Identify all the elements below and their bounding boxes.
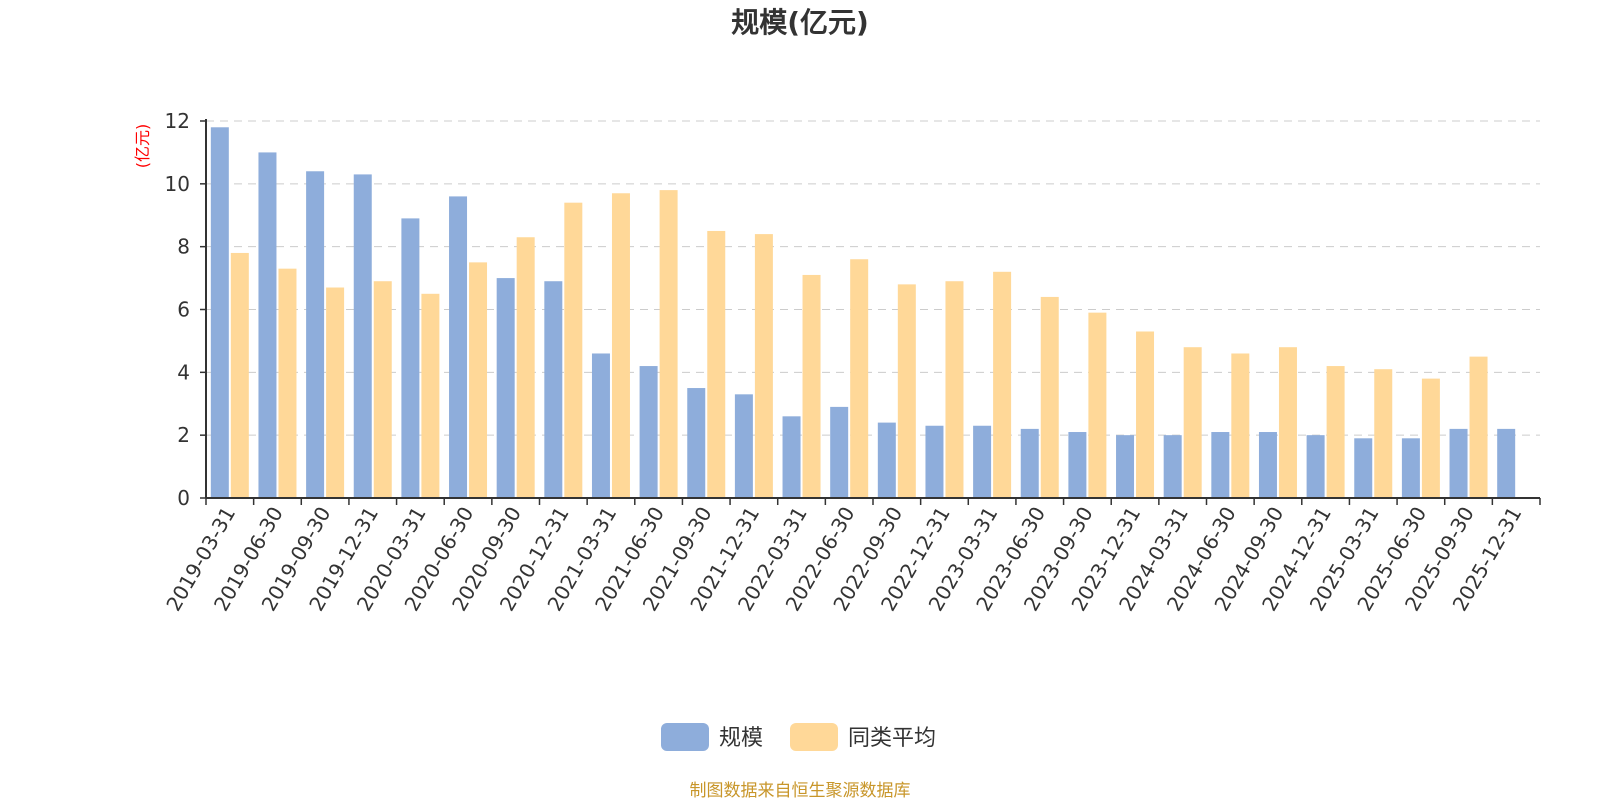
bar-peer-average[interactable]	[897, 284, 916, 498]
bar-scale[interactable]	[734, 394, 753, 498]
bar-peer-average[interactable]	[230, 252, 249, 498]
bar-scale[interactable]	[401, 218, 420, 498]
y-tick-label: 0	[177, 486, 190, 510]
bar-scale[interactable]	[591, 353, 610, 498]
bar-peer-average[interactable]	[945, 281, 964, 498]
bar-peer-average[interactable]	[1421, 378, 1440, 498]
bar-scale[interactable]	[877, 422, 896, 498]
bar-peer-average[interactable]	[1088, 312, 1107, 498]
bar-scale[interactable]	[973, 425, 992, 498]
bar-scale[interactable]	[353, 174, 372, 499]
bar-peer-average[interactable]	[659, 190, 678, 498]
legend-swatch-peer-average[interactable]	[790, 723, 838, 751]
legend: 规模 同类平均	[661, 723, 936, 751]
bar-scale[interactable]	[830, 406, 849, 498]
y-tick-label: 12	[165, 109, 190, 133]
bar-peer-average[interactable]	[1469, 356, 1488, 498]
bar-peer-average[interactable]	[754, 234, 773, 498]
bar-scale[interactable]	[782, 416, 801, 498]
bar-peer-average[interactable]	[1231, 353, 1250, 498]
bar-peer-average[interactable]	[802, 274, 821, 498]
bar-peer-average[interactable]	[278, 268, 297, 498]
bar-scale[interactable]	[925, 425, 944, 498]
bar-scale[interactable]	[1401, 438, 1420, 498]
bar-peer-average[interactable]	[1183, 347, 1202, 498]
bar-scale[interactable]	[1449, 428, 1468, 498]
bar-peer-average[interactable]	[1278, 347, 1297, 498]
bar-scale[interactable]	[1258, 432, 1277, 498]
bar-peer-average[interactable]	[850, 259, 869, 498]
legend-swatch-scale[interactable]	[661, 723, 709, 751]
bar-peer-average[interactable]	[611, 193, 630, 498]
y-tick-label: 2	[177, 423, 190, 447]
bar-scale[interactable]	[1068, 432, 1087, 498]
y-tick-label: 4	[177, 360, 190, 384]
bar-peer-average[interactable]	[469, 262, 488, 498]
bar-scale[interactable]	[1116, 435, 1135, 498]
bars-layer	[210, 127, 1516, 499]
bar-peer-average[interactable]	[421, 293, 440, 498]
bar-scale[interactable]	[1163, 435, 1182, 498]
bar-scale[interactable]	[687, 388, 706, 498]
bar-peer-average[interactable]	[516, 237, 535, 498]
bar-scale[interactable]	[496, 278, 515, 498]
legend-label-peer-average[interactable]: 同类平均	[848, 726, 936, 751]
bar-peer-average[interactable]	[707, 230, 726, 499]
bar-peer-average[interactable]	[564, 202, 583, 498]
y-tick-label: 8	[177, 235, 190, 259]
bar-peer-average[interactable]	[373, 281, 392, 498]
bar-peer-average[interactable]	[1136, 331, 1155, 498]
bar-scale[interactable]	[258, 152, 277, 498]
y-tick-label: 6	[177, 298, 190, 322]
data-source-note: 制图数据来自恒生聚源数据库	[690, 781, 911, 800]
bar-scale[interactable]	[306, 171, 325, 498]
bar-scale[interactable]	[210, 127, 229, 499]
y-axis-unit-label: (亿元)	[133, 124, 152, 169]
bar-scale[interactable]	[544, 281, 563, 498]
bar-scale[interactable]	[1211, 432, 1230, 498]
bar-scale[interactable]	[1354, 438, 1373, 498]
legend-label-scale[interactable]: 规模	[719, 726, 763, 751]
bar-scale[interactable]	[449, 196, 468, 498]
bar-peer-average[interactable]	[1326, 366, 1345, 498]
bar-scale[interactable]	[1020, 428, 1039, 498]
bar-peer-average[interactable]	[1374, 369, 1393, 498]
bar-peer-average[interactable]	[993, 271, 1012, 498]
y-tick-label: 10	[165, 172, 190, 196]
bar-scale[interactable]	[1306, 435, 1325, 498]
bar-peer-average[interactable]	[326, 287, 345, 498]
bar-scale[interactable]	[1497, 428, 1516, 498]
bar-scale[interactable]	[639, 366, 658, 498]
chart-title: 规模(亿元)	[731, 6, 869, 39]
bar-peer-average[interactable]	[1040, 296, 1059, 498]
